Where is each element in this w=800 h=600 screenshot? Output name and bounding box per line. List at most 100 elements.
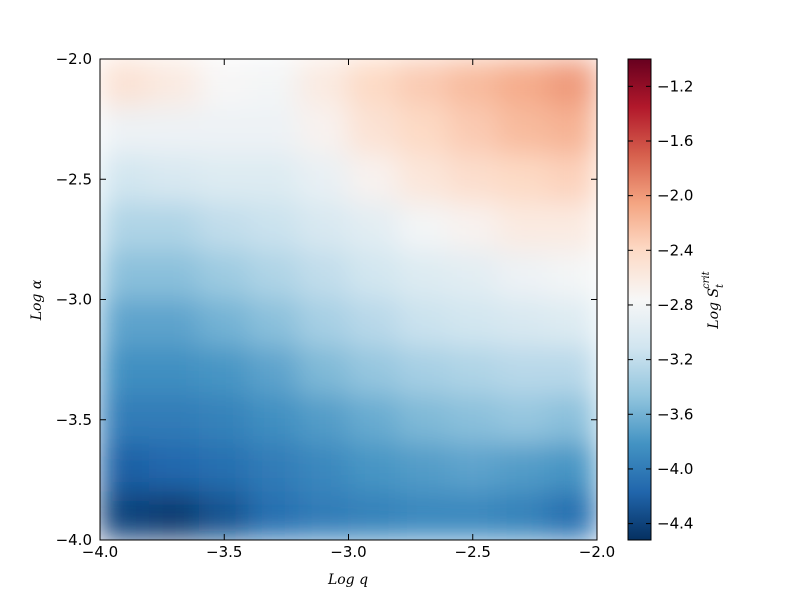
heatmap-cell — [397, 59, 449, 108]
heatmap-cell — [497, 154, 548, 204]
heatmap-cell — [248, 202, 300, 252]
heatmap-cell — [497, 106, 548, 156]
heatmap-cell — [348, 250, 399, 300]
heatmap-cell — [546, 154, 597, 204]
heatmap-cell — [397, 443, 449, 493]
heatmap-cell — [248, 250, 300, 300]
heatmap-cell — [348, 491, 399, 540]
heatmap-cell — [100, 59, 151, 108]
heatmap-cell — [248, 395, 300, 445]
y-tick-label: −2.5 — [56, 170, 92, 188]
y-tick-label: −3.5 — [56, 411, 92, 429]
heatmap-cell — [149, 395, 200, 445]
heatmap-cell — [198, 443, 250, 493]
heatmap-cell — [397, 347, 449, 397]
heatmap-cell — [248, 443, 300, 493]
colorbar-tick-label: −3.6 — [657, 405, 693, 423]
heatmap-cell — [348, 347, 399, 397]
colorbar-tick-label: −2.0 — [657, 187, 693, 205]
heatmap-cell — [546, 347, 597, 397]
heatmap-cell — [397, 154, 449, 204]
colorbar-label: Log Stcrit — [701, 270, 726, 329]
colorbar-label-sup: crit — [701, 270, 712, 289]
x-tick-label: −2.5 — [455, 543, 491, 561]
colorbar-tick-label: −2.8 — [657, 296, 693, 314]
heatmap-cell — [100, 491, 151, 540]
heatmap-cell — [546, 443, 597, 493]
heatmap-cell — [100, 202, 151, 252]
heatmap-cell — [100, 154, 151, 204]
heatmap-cell — [497, 347, 548, 397]
heatmap-cell — [497, 250, 548, 300]
heatmap-cells — [100, 59, 597, 540]
heatmap-cell — [348, 443, 399, 493]
heatmap-cell — [397, 299, 449, 349]
heatmap-cell — [100, 106, 151, 156]
heatmap-cell — [298, 347, 349, 397]
heatmap-cell — [248, 154, 300, 204]
heatmap-cell — [248, 299, 300, 349]
heatmap-cell — [100, 443, 151, 493]
heatmap-cell — [100, 250, 151, 300]
heatmap-cell — [546, 106, 597, 156]
y-tick-label: −3.0 — [56, 291, 92, 309]
heatmap-cell — [497, 395, 548, 445]
axes: −4.0 −3.5 −3.0 −2.5 −2.0 −4.0 −3.5 −3.0 −2.5 −2.0… — [56, 50, 694, 561]
heatmap-cell — [198, 395, 250, 445]
heatmap-cell — [397, 106, 449, 156]
heatmap-cell — [198, 347, 250, 397]
heatmap-cell — [447, 202, 499, 252]
heatmap-cell — [546, 491, 597, 540]
heatmap-cell — [497, 202, 548, 252]
heatmap-cell — [546, 395, 597, 445]
heatmap-cell — [198, 299, 250, 349]
heatmap-cell — [497, 299, 548, 349]
heatmap-cell — [298, 299, 349, 349]
heatmap-cell — [397, 250, 449, 300]
heatmap-cell — [497, 443, 548, 493]
colorbar-label-sub: t — [715, 283, 726, 288]
heatmap-cell — [546, 299, 597, 349]
heatmap-cell — [149, 299, 200, 349]
heatmap-cell — [497, 59, 548, 108]
colorbar-tick-label: −4.4 — [657, 515, 693, 533]
heatmap-cell — [447, 395, 499, 445]
heatmap-cell — [397, 395, 449, 445]
colorbar-tick-label: −1.6 — [657, 132, 693, 150]
heatmap-cell — [198, 59, 250, 108]
heatmap-cell — [348, 59, 399, 108]
heatmap-cell — [198, 106, 250, 156]
colorbar-tick-label: −1.2 — [657, 77, 693, 95]
colorbar — [627, 58, 652, 541]
heatmap-cell — [397, 491, 449, 540]
colorbar-label-main: Log S — [706, 288, 722, 330]
heatmap-cell — [397, 202, 449, 252]
heatmap-cell — [100, 395, 151, 445]
y-tick-label: −4.0 — [56, 531, 92, 549]
heatmap-cell — [447, 59, 499, 108]
heatmap-cell — [447, 154, 499, 204]
heatmap-cell — [348, 154, 399, 204]
heatmap-cell — [447, 491, 499, 540]
heatmap-cell — [447, 347, 499, 397]
x-tick-label: −3.5 — [206, 543, 242, 561]
heatmap-cell — [546, 202, 597, 252]
y-tick-label: −2.0 — [56, 50, 92, 68]
x-tick-label: −3.0 — [330, 543, 366, 561]
x-tick-label: −2.0 — [579, 543, 615, 561]
x-tick-label: −4.0 — [82, 543, 118, 561]
heatmap-cell — [447, 106, 499, 156]
heatmap-cell — [298, 491, 349, 540]
heatmap-cell — [149, 491, 200, 540]
y-axis-label: Log α — [29, 279, 45, 321]
heatmap-cell — [149, 202, 200, 252]
heatmap-cell — [149, 154, 200, 204]
heatmap-cell — [447, 299, 499, 349]
heatmap-cell — [149, 59, 200, 108]
heatmap-cell — [100, 299, 151, 349]
heatmap-cell — [348, 106, 399, 156]
heatmap-cell — [546, 59, 597, 108]
heatmap-cell — [298, 59, 349, 108]
heatmap-cell — [248, 59, 300, 108]
